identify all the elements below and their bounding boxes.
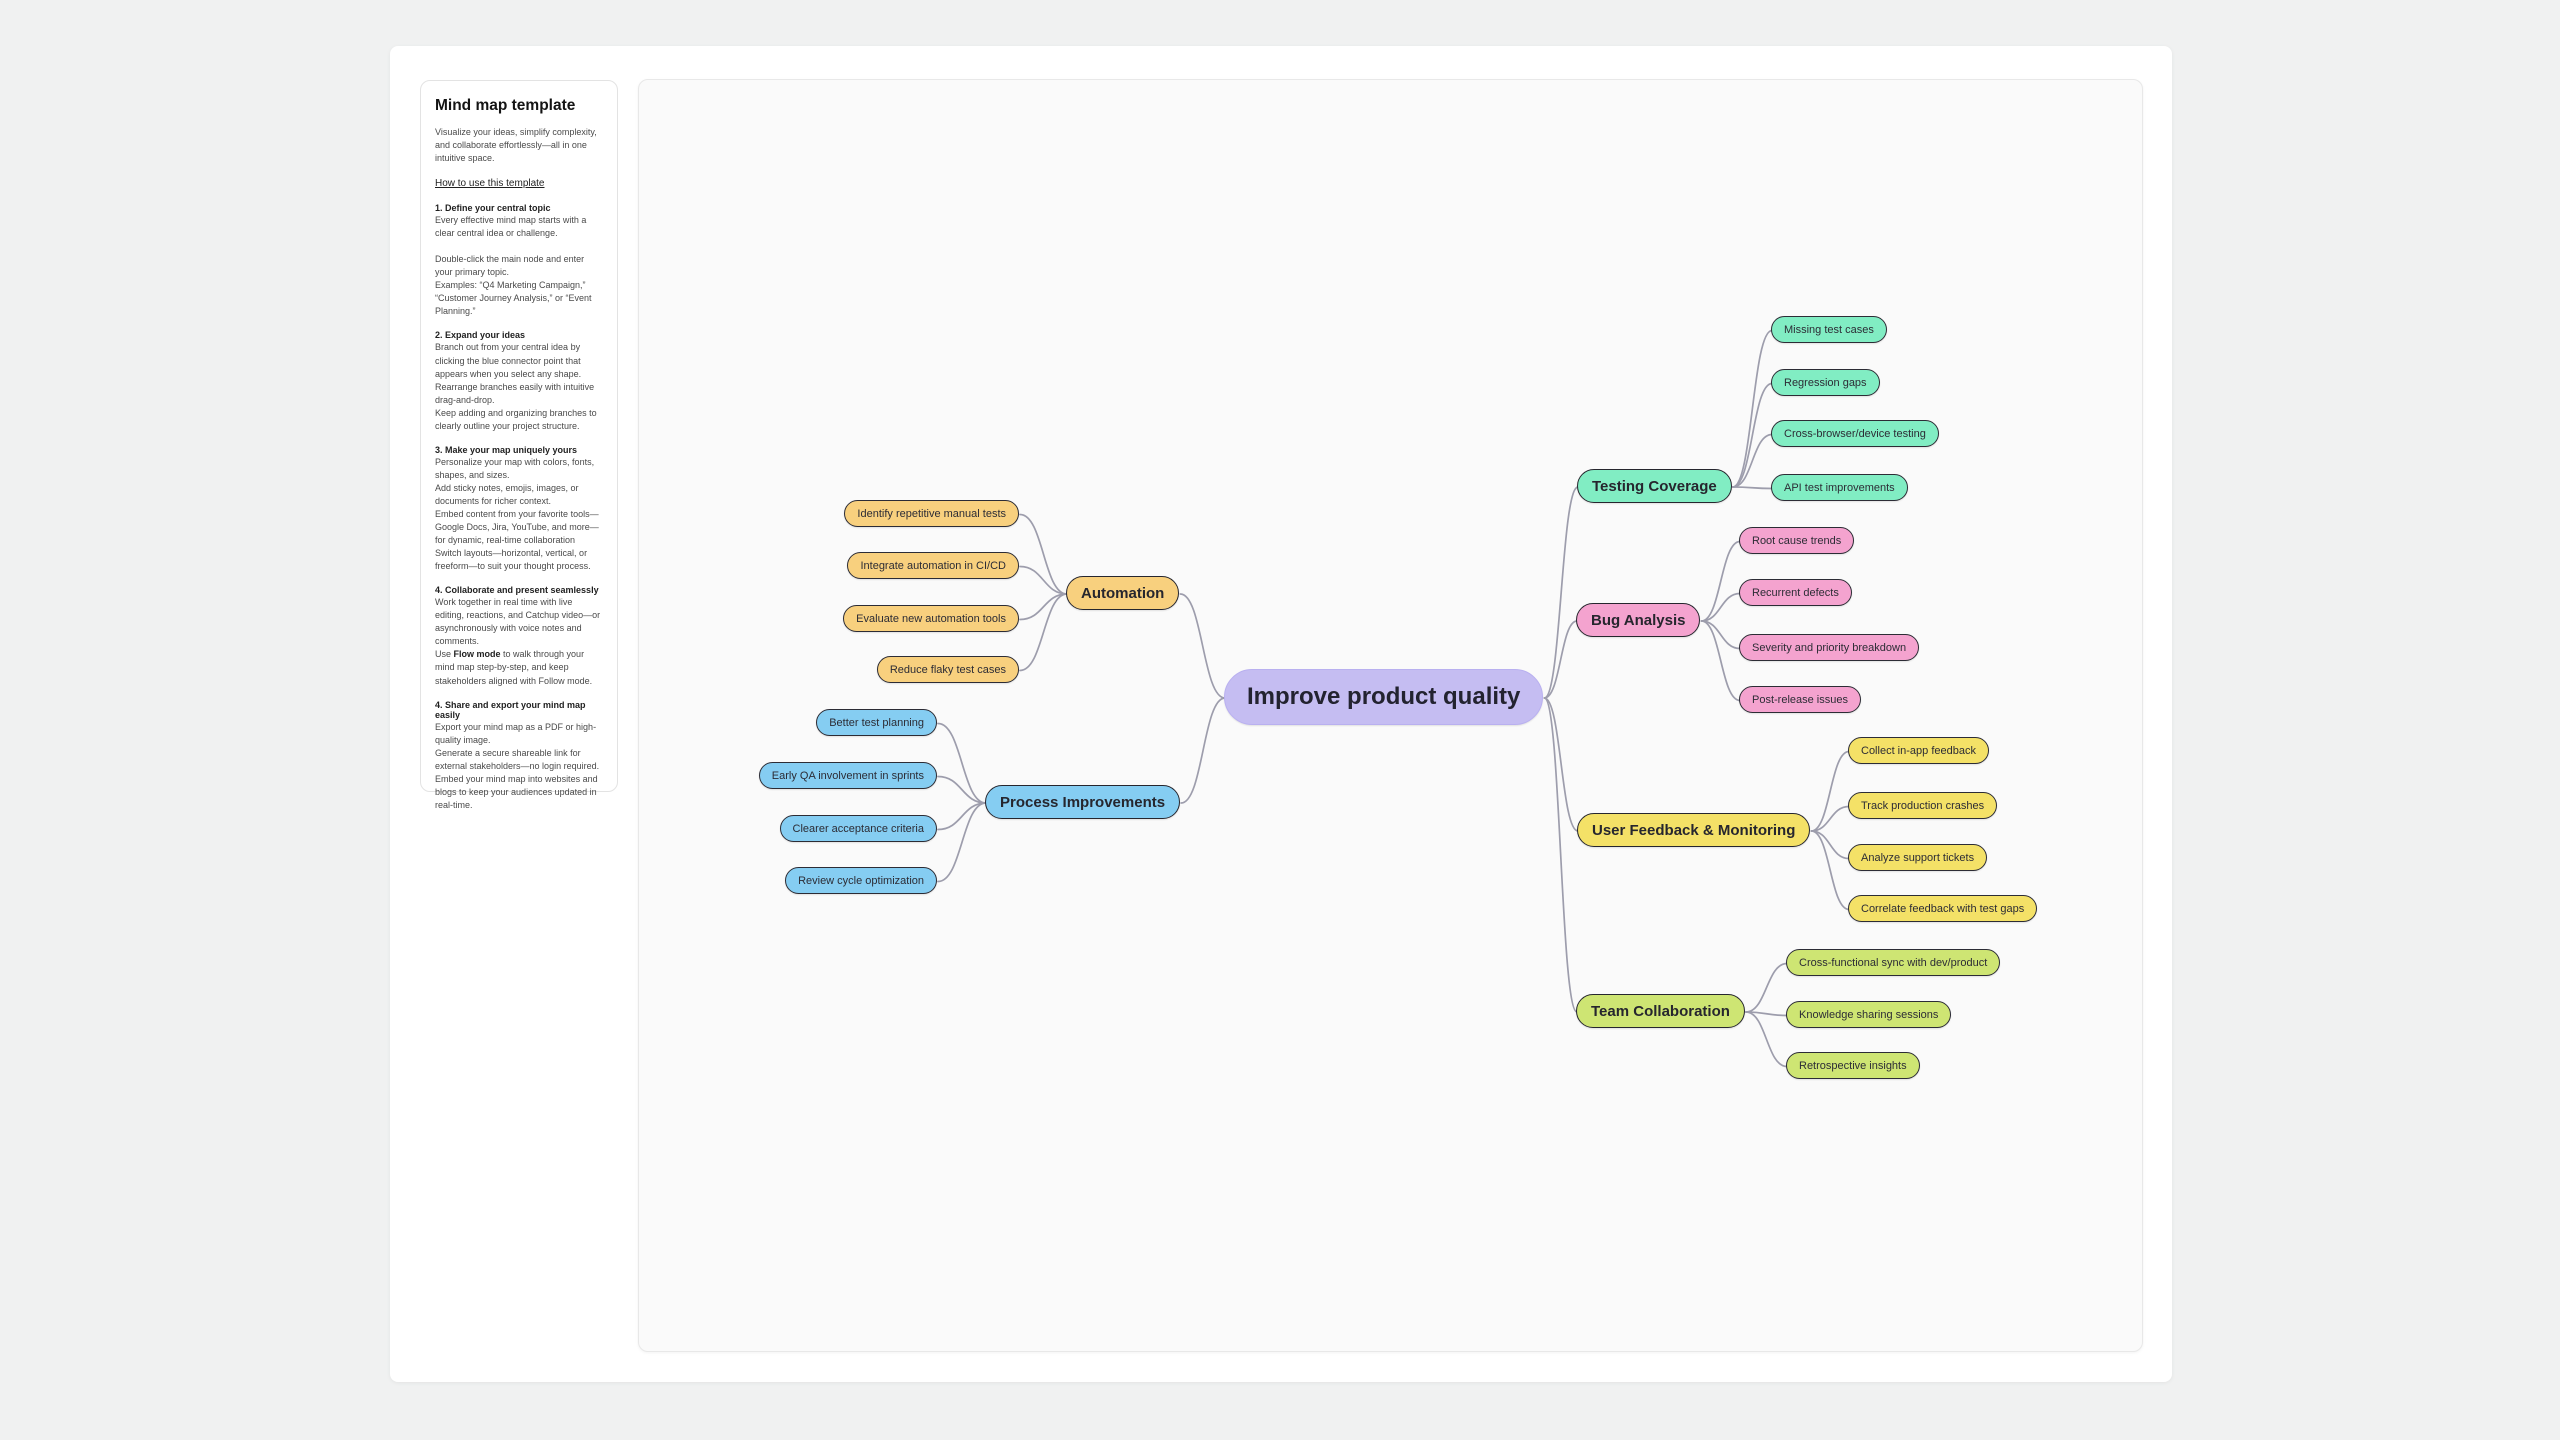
- section-heading-customize-map: 3. Make your map uniquely yours: [435, 444, 578, 455]
- child-node-regression-gaps[interactable]: Regression gaps: [1771, 369, 1880, 396]
- section-paragraph: Branch out from your central idea by cli…: [435, 342, 597, 431]
- branch-node-team-collaboration[interactable]: Team Collaboration: [1576, 994, 1745, 1028]
- child-node-integrate-automation-in-cicd[interactable]: Integrate automation in CI/CD: [847, 552, 1019, 579]
- section-paragraph: Export your mind map as a PDF or high-qu…: [435, 721, 600, 810]
- child-node-clearer-acceptance-criteria[interactable]: Clearer acceptance criteria: [779, 815, 937, 842]
- child-node-missing-test-cases[interactable]: Missing test cases: [1771, 316, 1887, 343]
- child-node-cross-functional-sync[interactable]: Cross-functional sync with dev/product: [1786, 949, 2001, 976]
- section-paragraph: Work together in real time with live edi…: [435, 597, 601, 647]
- central-topic-node[interactable]: Improve product quality: [1224, 669, 1544, 725]
- child-node-severity-priority-breakdown[interactable]: Severity and priority breakdown: [1739, 634, 1920, 661]
- panel-title: Mind map template: [435, 97, 576, 114]
- section-heading-collaborate: 4. Collaborate and present seamlessly: [435, 585, 599, 596]
- section-heading-share-export: 4. Share and export your mind map easily: [435, 699, 586, 720]
- child-node-identify-repetitive-manual-tests[interactable]: Identify repetitive manual tests: [844, 500, 1019, 527]
- section-paragraph-flow-mode: Use Flow mode to walk through your mind …: [435, 649, 593, 686]
- section-heading-expand-ideas: 2. Expand your ideas: [435, 330, 526, 341]
- child-node-reduce-flaky-test-cases[interactable]: Reduce flaky test cases: [876, 656, 1019, 683]
- branch-node-automation[interactable]: Automation: [1066, 576, 1180, 610]
- panel-intro: Visualize your ideas, simplify complexit…: [435, 127, 597, 164]
- child-node-better-test-planning[interactable]: Better test planning: [816, 709, 937, 736]
- section-paragraph: Personalize your map with colors, fonts,…: [435, 456, 599, 572]
- child-node-early-qa-involvement[interactable]: Early QA involvement in sprints: [758, 762, 937, 789]
- branch-node-bug-analysis[interactable]: Bug Analysis: [1576, 603, 1701, 637]
- child-node-review-cycle-optimization[interactable]: Review cycle optimization: [785, 867, 937, 894]
- child-node-post-release-issues[interactable]: Post-release issues: [1739, 686, 1861, 713]
- child-node-recurrent-defects[interactable]: Recurrent defects: [1739, 579, 1852, 606]
- child-node-evaluate-new-automation-tools[interactable]: Evaluate new automation tools: [843, 605, 1019, 632]
- section-heading-define-topic: 1. Define your central topic: [435, 203, 551, 214]
- branch-node-testing-coverage[interactable]: Testing Coverage: [1577, 469, 1732, 503]
- template-info-panel: Mind map template Visualize your ideas, …: [420, 80, 618, 810]
- child-node-root-cause-trends[interactable]: Root cause trends: [1739, 527, 1855, 554]
- child-node-knowledge-sharing-sessions[interactable]: Knowledge sharing sessions: [1786, 1001, 1952, 1028]
- child-node-retrospective-insights[interactable]: Retrospective insights: [1786, 1052, 1920, 1079]
- child-node-track-production-crashes[interactable]: Track production crashes: [1848, 792, 1998, 819]
- whiteboard-canvas[interactable]: Improve product quality Automation Ident…: [638, 79, 2143, 1352]
- section-paragraph: Double-click the main node and enter you…: [435, 254, 592, 317]
- child-node-correlate-feedback-test-gaps[interactable]: Correlate feedback with test gaps: [1848, 895, 2038, 922]
- how-to-use-link[interactable]: How to use this template: [435, 178, 545, 190]
- branch-node-user-feedback-monitoring[interactable]: User Feedback & Monitoring: [1577, 813, 1811, 847]
- child-node-analyze-support-tickets[interactable]: Analyze support tickets: [1848, 844, 1988, 871]
- child-node-api-test-improvements[interactable]: API test improvements: [1771, 474, 1908, 501]
- section-paragraph: Every effective mind map starts with a c…: [435, 215, 587, 239]
- branch-node-process-improvements[interactable]: Process Improvements: [985, 785, 1181, 819]
- child-node-cross-browser-device-testing[interactable]: Cross-browser/device testing: [1771, 420, 1939, 447]
- child-node-collect-in-app-feedback[interactable]: Collect in-app feedback: [1848, 737, 1989, 764]
